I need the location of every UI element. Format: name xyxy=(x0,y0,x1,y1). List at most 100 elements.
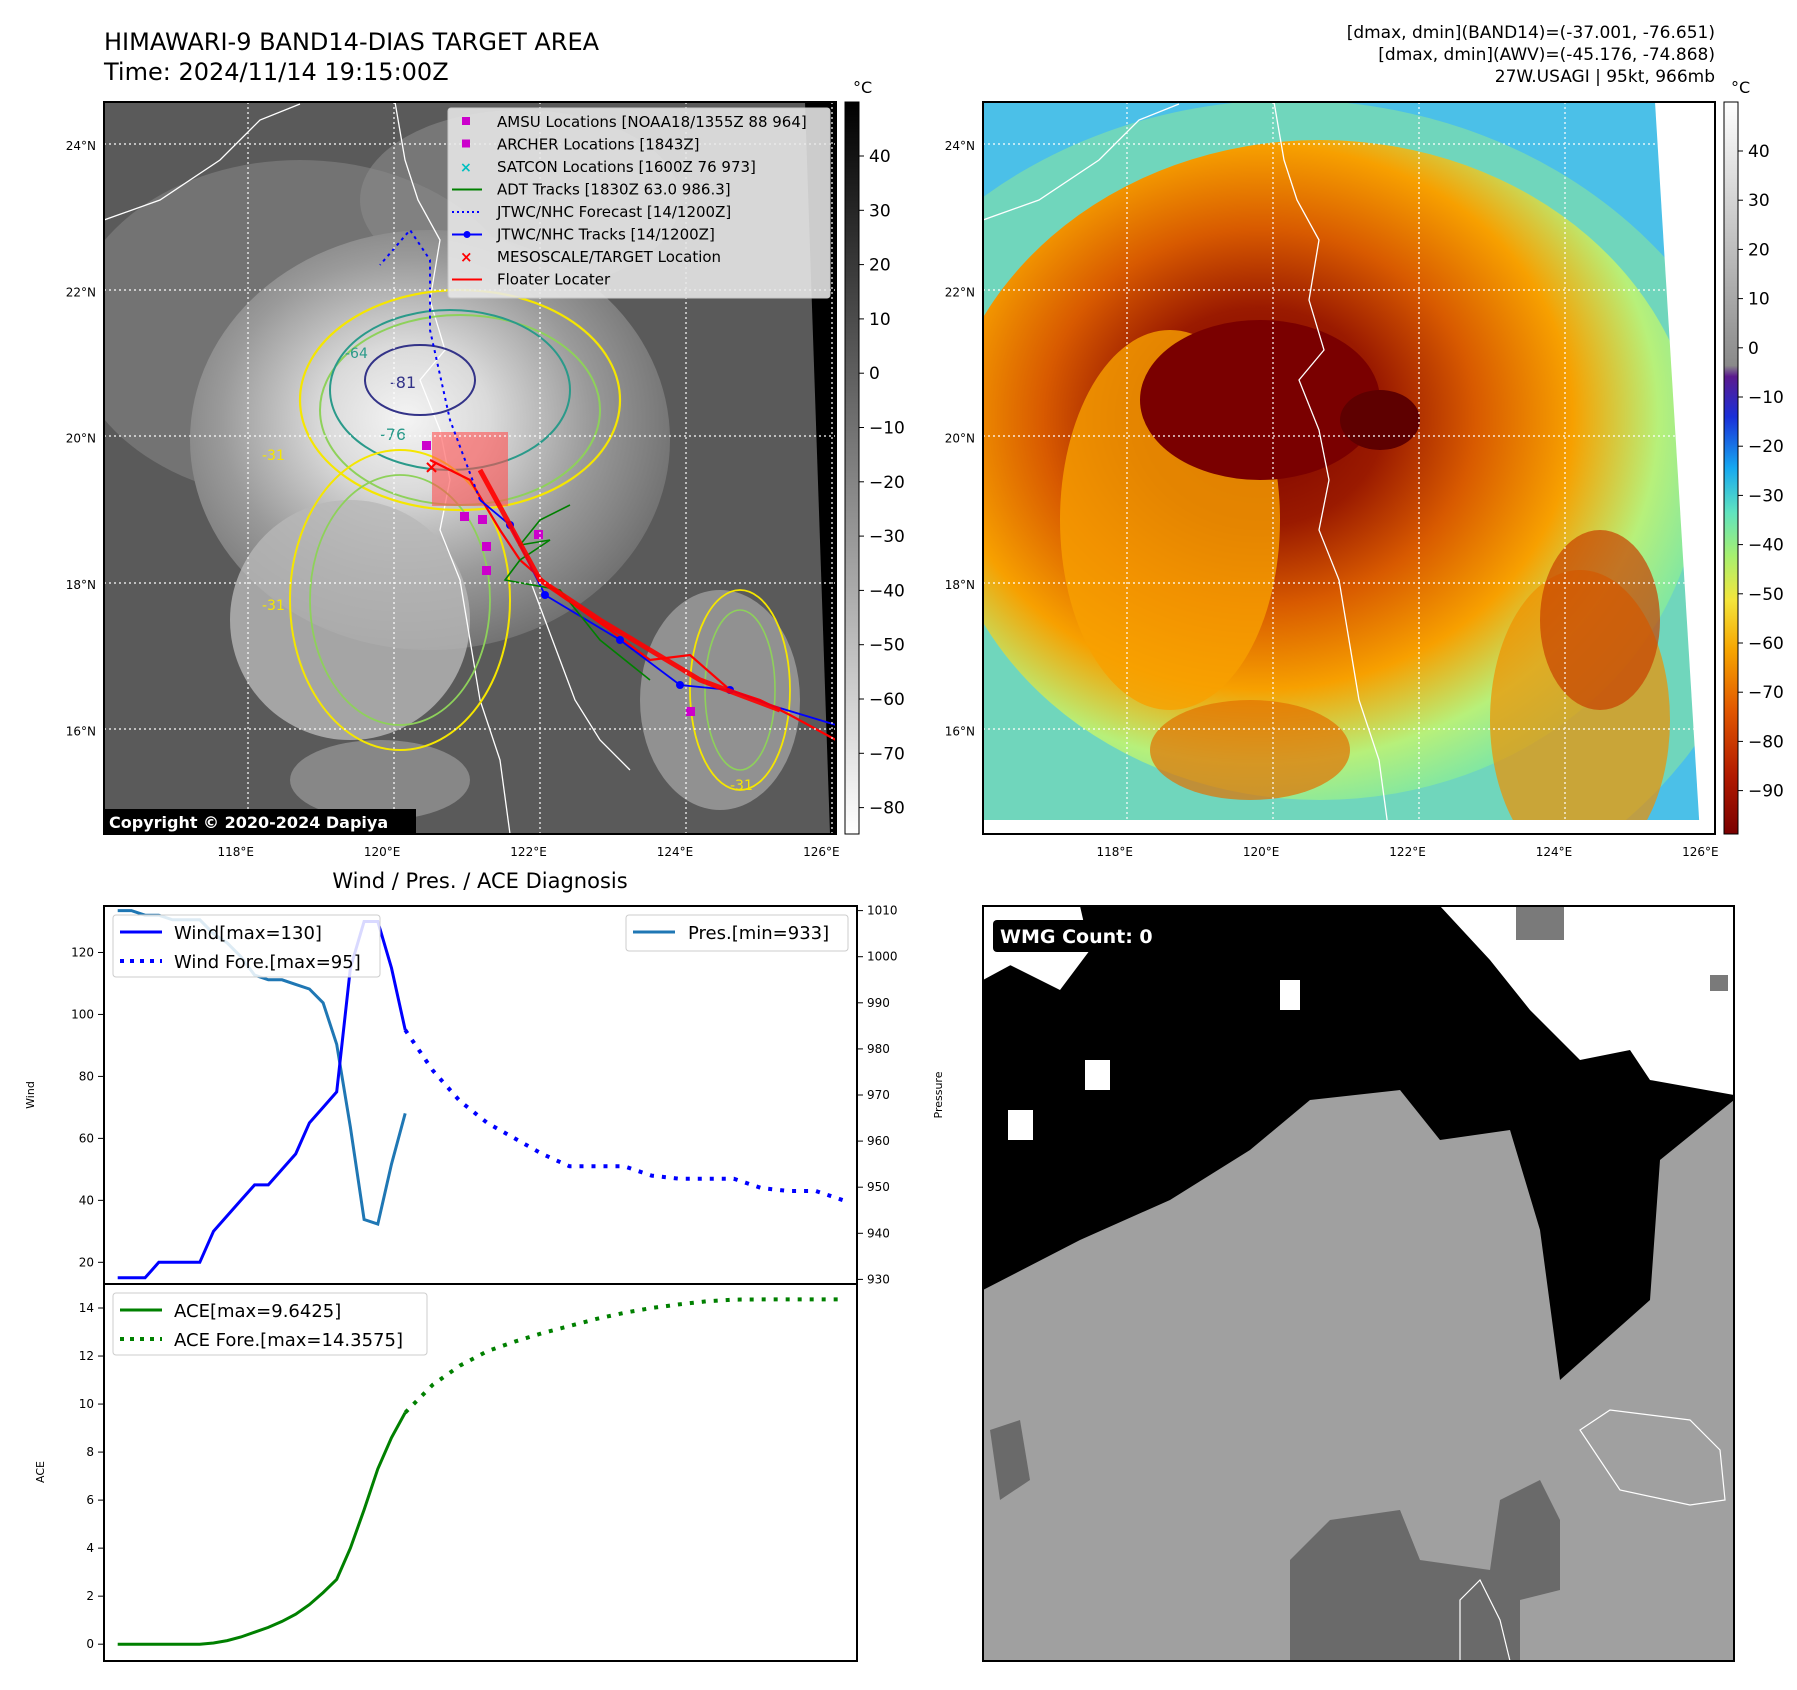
legend-marker-6: × xyxy=(460,248,473,266)
legend-ace-fore: ACE Fore.[max=14.3575] xyxy=(174,1330,403,1351)
colorbar-tick-label: −10 xyxy=(869,419,905,439)
colorbar-tick-label: 40 xyxy=(869,147,891,167)
lon-label: 124°E xyxy=(1536,845,1573,859)
ace-legend: ACE[max=9.6425] ACE Fore.[max=14.3575] xyxy=(112,1292,428,1356)
legend-label-5: JTWC/NHC Tracks [14/1200Z] xyxy=(496,226,715,244)
colorbar-tick-label: 0 xyxy=(1748,339,1759,359)
colorbar-tick-label: −30 xyxy=(1748,486,1784,506)
colorbar-tick-label: −70 xyxy=(1748,683,1784,703)
y-tick-label: 930 xyxy=(867,1272,890,1286)
ace-chart: 0 2 4 6 8 10 12 14 ACE ACE[max=9.6425] ACE Fore… xyxy=(34,1283,858,1662)
y-tick-label: 0 xyxy=(86,1637,94,1651)
contour-label-31c: -31 xyxy=(730,778,753,794)
y-tick-label: 120 xyxy=(71,945,94,959)
colorbar-tick-label: −40 xyxy=(869,581,905,601)
colorbar-tick-label: 30 xyxy=(1748,191,1770,211)
y-tick-label: 4 xyxy=(86,1541,94,1555)
colorbar-tick-label: 20 xyxy=(1748,240,1770,260)
legend-wind-fore: Wind Fore.[max=95] xyxy=(174,952,361,973)
y-tick-label: 20 xyxy=(79,1255,94,1269)
pressure-legend: Pres.[min=933] xyxy=(625,914,849,952)
wind-legend: Wind[max=130] Wind Fore.[max=95] xyxy=(112,914,381,978)
lon-label: 126°E xyxy=(1682,845,1719,859)
legend-label-4: JTWC/NHC Forecast [14/1200Z] xyxy=(496,203,731,221)
colorbar-tick-label: −50 xyxy=(1748,585,1784,605)
lat-label: 16°N xyxy=(66,725,96,739)
wmg-count-label: WMG Count: 0 xyxy=(1000,926,1153,948)
y-tick-label: 990 xyxy=(867,996,890,1010)
contour-label-76: -76 xyxy=(380,425,406,444)
lon-label: 120°E xyxy=(1243,845,1280,859)
lon-label: 120°E xyxy=(364,845,401,859)
stats-band14: [dmax, dmin](BAND14)=(-37.001, -76.651) xyxy=(1347,23,1715,43)
adt-track xyxy=(503,504,651,681)
series-line-ace-max- xyxy=(117,1411,407,1646)
map1-lon-labels: 118°E 120°E 122°E 124°E 126°E xyxy=(218,845,840,859)
lat-label: 22°N xyxy=(945,285,975,299)
figure-title: HIMAWARI-9 BAND14-DIAS TARGET AREA xyxy=(104,28,600,56)
contour-label-31a: -31 xyxy=(262,448,285,464)
y-tick-label: 10 xyxy=(79,1397,94,1411)
lat-label: 20°N xyxy=(66,432,96,446)
legend-label-7: Floater Locater xyxy=(497,271,611,289)
figure-time: Time: 2024/11/14 19:15:00Z xyxy=(103,58,449,86)
map2-lon-labels: 118°E 120°E 122°E 124°E 126°E xyxy=(1097,845,1719,859)
lat-label: 24°N xyxy=(945,139,975,153)
legend-marker-2: × xyxy=(460,160,472,176)
y-tick-label: 1010 xyxy=(867,904,898,918)
map2-lat-labels: 24°N 22°N 20°N 18°N 16°N xyxy=(945,139,975,739)
storm-info: 27W.USAGI | 95kt, 966mb xyxy=(1495,67,1715,87)
colorbar-tick-label: −30 xyxy=(869,527,905,547)
colorbar-tick-label: −20 xyxy=(869,473,905,493)
colorbar-color-unit: °C xyxy=(1731,78,1750,97)
lon-label: 126°E xyxy=(803,845,840,859)
y-tick-label: 2 xyxy=(86,1589,94,1603)
colorbar-tick-label: 10 xyxy=(1748,290,1770,310)
y-tick-label: 1000 xyxy=(867,950,898,964)
colorbar-tick-label: 30 xyxy=(869,201,891,221)
colorbar-tick-label: −80 xyxy=(869,799,905,819)
contour-label-81: -81 xyxy=(390,373,416,392)
y-tick-label: 80 xyxy=(79,1069,94,1083)
map1-legend: AMSU Locations [NOAA18/1355Z 88 964] ARCH… xyxy=(447,107,831,299)
colorbar-tick-label: 40 xyxy=(1748,142,1770,162)
legend-label-6: MESOSCALE/TARGET Location xyxy=(497,248,721,266)
y-tick-label: 40 xyxy=(79,1193,94,1207)
legend-marker-0 xyxy=(462,117,470,125)
colorbar-tick-label: −60 xyxy=(1748,634,1784,654)
colorbar-gray-unit: °C xyxy=(853,78,872,97)
target-marker: × xyxy=(424,457,439,478)
wind-pressure-chart: 20 40 60 80 100 120 930 940 950 960 970 980 990 1000… xyxy=(24,904,945,1287)
wmg-panel: WMG Count: 0 xyxy=(983,906,1734,1662)
y-tick-label: 60 xyxy=(79,1131,94,1145)
lon-label: 118°E xyxy=(218,845,255,859)
ace-axis-label: ACE xyxy=(34,1461,47,1483)
y-tick-label: 980 xyxy=(867,1042,890,1056)
legend-label-2: SATCON Locations [1600Z 76 973] xyxy=(497,158,756,176)
lat-label: 18°N xyxy=(66,578,96,592)
y-tick-label: 12 xyxy=(79,1349,94,1363)
lon-label: 122°E xyxy=(1389,845,1426,859)
colorbar-tick-label: −80 xyxy=(1748,732,1784,752)
contour-label-31b: -31 xyxy=(262,598,285,614)
legend-wind: Wind[max=130] xyxy=(174,923,322,944)
colorbar-tick-label: 20 xyxy=(869,256,891,276)
stats-awv: [dmax, dmin](AWV)=(-45.176, -74.868) xyxy=(1378,45,1715,65)
lon-label: 118°E xyxy=(1097,845,1134,859)
colorbar-tick-label: −20 xyxy=(1748,437,1784,457)
legend-marker-1 xyxy=(462,139,470,148)
legend-label-0: AMSU Locations [NOAA18/1355Z 88 964] xyxy=(497,113,807,131)
y-tick-label: 940 xyxy=(867,1226,890,1240)
colorbar-tick-label: −50 xyxy=(869,636,905,656)
pressure-axis-label: Pressure xyxy=(932,1071,945,1118)
lat-label: 16°N xyxy=(945,725,975,739)
contour-label-64: -64 xyxy=(345,346,368,362)
colorbar-tick-label: 0 xyxy=(869,364,880,384)
lon-label: 124°E xyxy=(657,845,694,859)
map1-lat-labels: 24°N 22°N 20°N 18°N 16°N xyxy=(66,139,96,739)
y-tick-label: 14 xyxy=(79,1301,94,1315)
wind-axis-label: Wind xyxy=(24,1081,37,1109)
lat-label: 20°N xyxy=(945,432,975,446)
map-color-panel xyxy=(983,102,1715,834)
